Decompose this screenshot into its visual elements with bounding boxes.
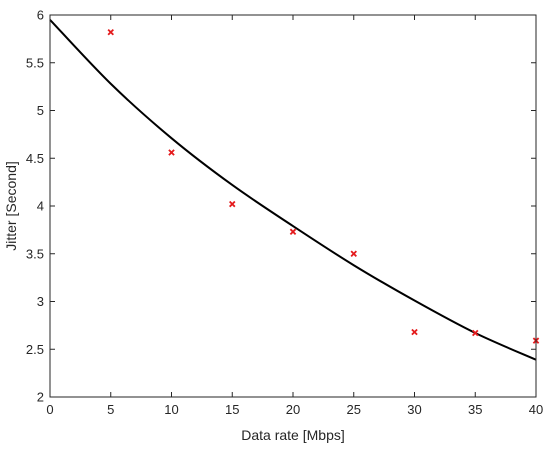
y-tick-label: 2 bbox=[37, 390, 44, 405]
x-tick-label: 40 bbox=[529, 402, 543, 417]
y-tick-label: 5.5 bbox=[26, 55, 44, 70]
y-tick-label: 5 bbox=[37, 103, 44, 118]
x-tick-label: 30 bbox=[407, 402, 421, 417]
x-tick-label: 35 bbox=[468, 402, 482, 417]
data-point-stroke bbox=[229, 200, 236, 208]
x-tick-label: 10 bbox=[164, 402, 178, 417]
data-point-stroke bbox=[411, 328, 418, 336]
y-tick-label: 3.5 bbox=[26, 246, 44, 261]
x-tick-label: 25 bbox=[347, 402, 361, 417]
data-point-stroke bbox=[350, 250, 357, 257]
x-tick-label: 20 bbox=[286, 402, 300, 417]
data-point bbox=[350, 250, 357, 257]
y-tick-label: 2.5 bbox=[26, 342, 44, 357]
y-tick-label: 4 bbox=[37, 199, 44, 214]
x-tick-label: 15 bbox=[225, 402, 239, 417]
data-point bbox=[472, 329, 479, 337]
x-tick-label: 0 bbox=[46, 402, 53, 417]
y-axis-ticks: 2 2.5 3 3.5 4 4.5 5 5.5 6 bbox=[26, 8, 536, 405]
data-point-stroke bbox=[168, 149, 175, 156]
data-point-stroke bbox=[107, 28, 114, 36]
x-tick-label: 5 bbox=[107, 402, 114, 417]
fit-curve-layer bbox=[49, 19, 537, 361]
x-axis-label: Data rate [Mbps] bbox=[241, 427, 345, 443]
fit-curve bbox=[49, 19, 537, 361]
plot-background bbox=[50, 15, 536, 397]
y-tick-label: 6 bbox=[37, 8, 44, 23]
y-tick-label: 4.5 bbox=[26, 151, 44, 166]
data-point bbox=[168, 149, 175, 156]
data-point bbox=[229, 200, 236, 208]
y-tick-label: 3 bbox=[37, 294, 44, 309]
data-point bbox=[107, 28, 114, 36]
x-axis-ticks: 0 5 10 15 20 25 30 35 40 bbox=[46, 15, 543, 417]
data-point-stroke bbox=[289, 228, 297, 236]
data-point bbox=[411, 328, 418, 336]
y-axis-label: Jitter [Second] bbox=[3, 161, 19, 251]
data-point-stroke bbox=[472, 329, 479, 337]
data-point bbox=[289, 228, 297, 236]
